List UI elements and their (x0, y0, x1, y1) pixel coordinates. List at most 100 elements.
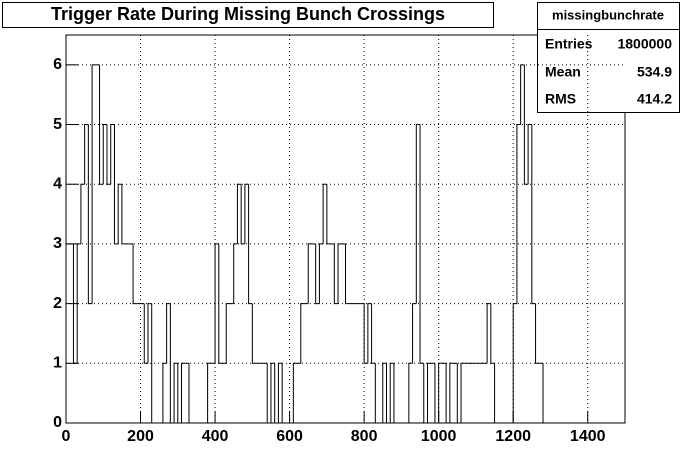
bin (527, 124, 532, 185)
bin (333, 243, 339, 305)
stats-label: RMS (545, 91, 576, 107)
bin (434, 363, 439, 424)
bin (363, 303, 368, 364)
bin (132, 243, 137, 305)
bin (385, 363, 391, 424)
bin (315, 243, 320, 305)
bin (214, 243, 219, 364)
bin (266, 363, 271, 424)
stats-value: 414.2 (637, 91, 672, 107)
bin (233, 243, 238, 304)
title-box (2, 2, 494, 28)
bin (523, 64, 529, 185)
bin (166, 303, 171, 364)
stats-value: 1800000 (617, 36, 672, 52)
stats-name: missingbunchrate (552, 7, 664, 22)
bin (419, 124, 424, 364)
x-tick-label: 200 (127, 428, 154, 445)
y-tick-label: 0 (53, 414, 62, 431)
bin (374, 363, 380, 424)
bin (91, 64, 96, 304)
bin (389, 362, 394, 423)
bin (225, 303, 230, 364)
bin (181, 362, 186, 423)
bin (207, 362, 212, 423)
y-tick-label: 6 (53, 56, 62, 73)
bin (412, 303, 417, 364)
bin (151, 303, 156, 424)
bin (415, 124, 421, 304)
bin (236, 183, 242, 244)
bin (281, 363, 286, 424)
bin (438, 362, 443, 423)
stats-value: 534.9 (637, 64, 672, 80)
x-tick-label: 0 (62, 428, 71, 445)
bin (486, 303, 491, 364)
y-tick-label: 2 (53, 295, 62, 312)
bin (218, 243, 223, 364)
bin (84, 124, 89, 185)
bin (72, 243, 78, 364)
bin (169, 303, 175, 424)
bin (445, 363, 450, 424)
bin (244, 183, 249, 244)
bin (177, 363, 182, 424)
bin (300, 303, 305, 364)
bin (426, 362, 432, 423)
bin (512, 303, 517, 423)
bin (65, 243, 70, 423)
y-tick-label: 3 (53, 235, 62, 252)
bin (87, 124, 93, 305)
bin (102, 124, 107, 185)
bin (121, 184, 126, 245)
bin (307, 243, 312, 304)
bin (382, 362, 387, 423)
bin (80, 183, 85, 244)
y-tick-label: 5 (53, 116, 62, 133)
x-tick-label: 400 (202, 428, 229, 445)
y-tick-label: 4 (53, 175, 62, 192)
y-tick-label: 1 (53, 355, 62, 372)
bin (456, 363, 462, 424)
stats-box (537, 2, 680, 113)
bin (99, 64, 104, 185)
x-tick-label: 1400 (570, 428, 606, 445)
bin (326, 184, 331, 245)
bin (531, 124, 536, 305)
x-tick-label: 600 (276, 428, 303, 445)
bin (337, 243, 342, 304)
bin (371, 303, 376, 364)
bin (277, 362, 283, 423)
bin (113, 124, 119, 245)
bin (322, 183, 327, 244)
bin (110, 124, 115, 185)
bin (76, 243, 81, 364)
bin (173, 362, 178, 423)
bin (460, 362, 465, 423)
bin (143, 303, 148, 364)
chart-title: Trigger Rate During Missing Bunch Crossi… (51, 4, 445, 24)
bin (516, 124, 521, 304)
x-tick-label: 800 (351, 428, 378, 445)
bin (251, 303, 257, 364)
bin (494, 363, 499, 424)
bin (188, 363, 193, 424)
bin (274, 363, 279, 424)
bin (270, 362, 275, 423)
bin (147, 303, 152, 364)
bin (106, 124, 111, 185)
bin (367, 303, 372, 364)
bin (292, 362, 298, 423)
bin (423, 363, 428, 424)
bin (408, 362, 413, 423)
bin (117, 183, 122, 244)
bin (162, 362, 167, 423)
bin (248, 184, 253, 305)
x-tick-label: 1000 (421, 428, 457, 445)
bin (535, 303, 540, 364)
stats-label: Entries (545, 36, 593, 52)
bin (542, 363, 547, 424)
stats-label: Mean (545, 64, 581, 80)
bin (490, 303, 495, 364)
